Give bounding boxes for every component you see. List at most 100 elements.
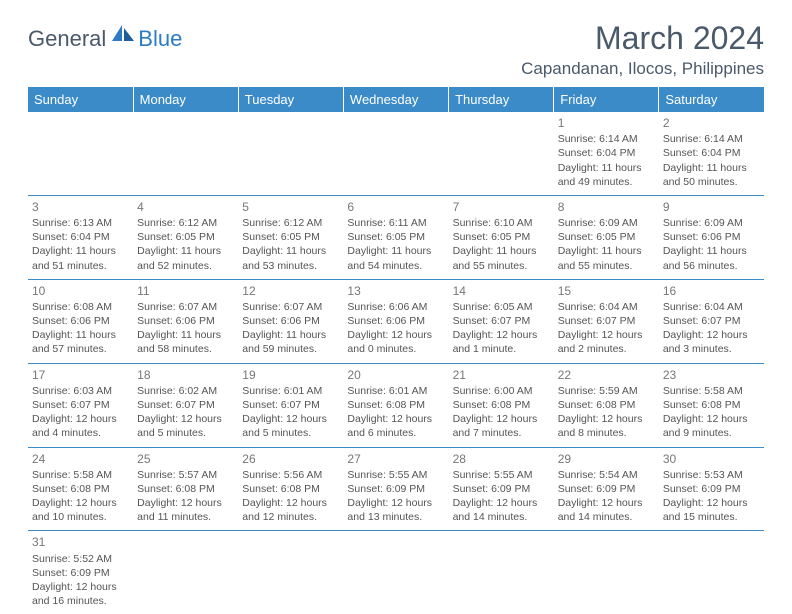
calendar-cell: 24Sunrise: 5:58 AMSunset: 6:08 PMDayligh… [28,447,133,531]
daylight-text: and 16 minutes. [32,594,129,608]
daylight-text: Daylight: 12 hours [137,496,234,510]
daylight-text: Daylight: 11 hours [453,244,550,258]
sunrise-text: Sunrise: 5:59 AM [558,384,655,398]
daylight-text: Daylight: 12 hours [558,496,655,510]
calendar-cell: 30Sunrise: 5:53 AMSunset: 6:09 PMDayligh… [659,447,764,531]
calendar-cell: 2Sunrise: 6:14 AMSunset: 6:04 PMDaylight… [659,112,764,195]
day-number: 7 [453,199,550,215]
day-number: 11 [137,283,234,299]
sunrise-text: Sunrise: 6:13 AM [32,216,129,230]
daylight-text: Daylight: 12 hours [558,328,655,342]
daylight-text: and 6 minutes. [347,426,444,440]
daylight-text: and 53 minutes. [242,259,339,273]
daylight-text: Daylight: 12 hours [242,496,339,510]
calendar-cell: 19Sunrise: 6:01 AMSunset: 6:07 PMDayligh… [238,363,343,447]
daylight-text: Daylight: 12 hours [453,412,550,426]
sunset-text: Sunset: 6:06 PM [242,314,339,328]
daylight-text: Daylight: 12 hours [663,496,760,510]
daylight-text: Daylight: 12 hours [453,328,550,342]
dayname-fri: Friday [554,87,659,112]
day-number: 19 [242,367,339,383]
daylight-text: and 12 minutes. [242,510,339,524]
daylight-text: and 55 minutes. [558,259,655,273]
calendar-cell: 1Sunrise: 6:14 AMSunset: 6:04 PMDaylight… [554,112,659,195]
sunset-text: Sunset: 6:08 PM [242,482,339,496]
sunset-text: Sunset: 6:07 PM [137,398,234,412]
day-number: 12 [242,283,339,299]
daylight-text: and 2 minutes. [558,342,655,356]
sunrise-text: Sunrise: 5:55 AM [347,468,444,482]
calendar-cell: 25Sunrise: 5:57 AMSunset: 6:08 PMDayligh… [133,447,238,531]
sunset-text: Sunset: 6:07 PM [242,398,339,412]
calendar-cell: 6Sunrise: 6:11 AMSunset: 6:05 PMDaylight… [343,195,448,279]
logo: General Blue [28,26,182,52]
daylight-text: and 51 minutes. [32,259,129,273]
daylight-text: Daylight: 11 hours [663,161,760,175]
daylight-text: and 14 minutes. [453,510,550,524]
daylight-text: Daylight: 12 hours [32,412,129,426]
calendar-cell: 8Sunrise: 6:09 AMSunset: 6:05 PMDaylight… [554,195,659,279]
calendar-cell: 9Sunrise: 6:09 AMSunset: 6:06 PMDaylight… [659,195,764,279]
calendar-cell [343,531,448,614]
sunrise-text: Sunrise: 6:00 AM [453,384,550,398]
sunset-text: Sunset: 6:05 PM [453,230,550,244]
day-number: 16 [663,283,760,299]
sunset-text: Sunset: 6:07 PM [558,314,655,328]
daylight-text: and 13 minutes. [347,510,444,524]
day-number: 6 [347,199,444,215]
daylight-text: Daylight: 11 hours [663,244,760,258]
sunrise-text: Sunrise: 6:07 AM [242,300,339,314]
calendar-cell: 18Sunrise: 6:02 AMSunset: 6:07 PMDayligh… [133,363,238,447]
calendar-cell: 29Sunrise: 5:54 AMSunset: 6:09 PMDayligh… [554,447,659,531]
daylight-text: Daylight: 11 hours [347,244,444,258]
daylight-text: and 55 minutes. [453,259,550,273]
sunset-text: Sunset: 6:05 PM [242,230,339,244]
day-number: 8 [558,199,655,215]
sunrise-text: Sunrise: 6:05 AM [453,300,550,314]
sunrise-text: Sunrise: 6:03 AM [32,384,129,398]
sunset-text: Sunset: 6:08 PM [137,482,234,496]
sunrise-text: Sunrise: 5:56 AM [242,468,339,482]
dayname-sun: Sunday [28,87,133,112]
day-number: 17 [32,367,129,383]
day-number: 1 [558,115,655,131]
daylight-text: Daylight: 12 hours [663,328,760,342]
calendar-cell: 28Sunrise: 5:55 AMSunset: 6:09 PMDayligh… [449,447,554,531]
sunset-text: Sunset: 6:09 PM [558,482,655,496]
daylight-text: Daylight: 11 hours [242,328,339,342]
calendar-cell: 12Sunrise: 6:07 AMSunset: 6:06 PMDayligh… [238,279,343,363]
sunset-text: Sunset: 6:09 PM [453,482,550,496]
daylight-text: Daylight: 11 hours [558,161,655,175]
calendar-cell: 16Sunrise: 6:04 AMSunset: 6:07 PMDayligh… [659,279,764,363]
daylight-text: Daylight: 12 hours [663,412,760,426]
day-number: 18 [137,367,234,383]
sunrise-text: Sunrise: 6:10 AM [453,216,550,230]
sunrise-text: Sunrise: 5:58 AM [32,468,129,482]
page-header: General Blue March 2024 Capandanan, Iloc… [28,20,764,79]
daylight-text: and 56 minutes. [663,259,760,273]
sunrise-text: Sunrise: 6:09 AM [558,216,655,230]
calendar-body: 1Sunrise: 6:14 AMSunset: 6:04 PMDaylight… [28,112,764,614]
sunrise-text: Sunrise: 6:09 AM [663,216,760,230]
day-number: 23 [663,367,760,383]
daylight-text: and 52 minutes. [137,259,234,273]
sunset-text: Sunset: 6:06 PM [347,314,444,328]
sunset-text: Sunset: 6:08 PM [347,398,444,412]
day-number: 5 [242,199,339,215]
calendar-cell [238,112,343,195]
sunrise-text: Sunrise: 6:08 AM [32,300,129,314]
daylight-text: Daylight: 12 hours [32,496,129,510]
dayname-thu: Thursday [449,87,554,112]
daylight-text: and 58 minutes. [137,342,234,356]
sunset-text: Sunset: 6:04 PM [558,146,655,160]
calendar-week: 17Sunrise: 6:03 AM Sunset: 6:07 PM Dayligh… [28,363,764,447]
sunset-text: Sunset: 6:08 PM [663,398,760,412]
daylight-text: and 9 minutes. [663,426,760,440]
day-number: 25 [137,451,234,467]
calendar-cell [554,531,659,614]
sunrise-text: Sunrise: 6:06 AM [347,300,444,314]
sail-icon [110,23,136,49]
daylight-text: Daylight: 12 hours [347,496,444,510]
sunset-text: Sunset: 6:09 PM [663,482,760,496]
daylight-text: and 7 minutes. [453,426,550,440]
